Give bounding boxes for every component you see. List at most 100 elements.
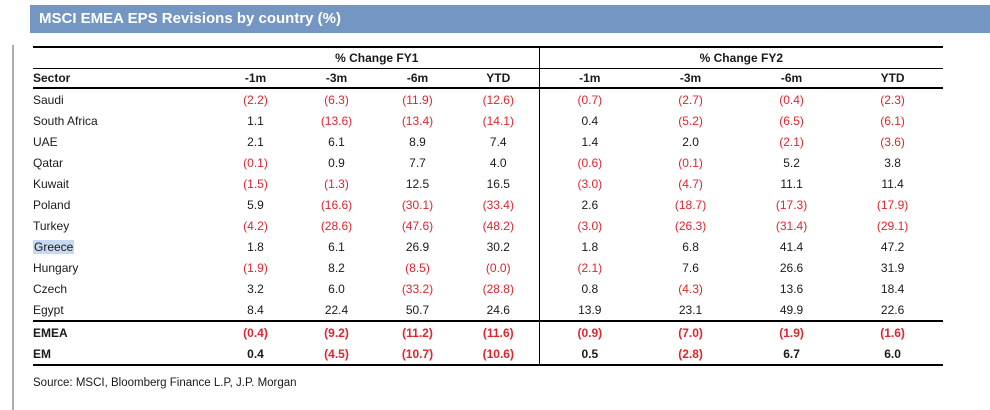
value-cell: 8.9: [409, 134, 426, 149]
value-cell: (0.4): [215, 320, 296, 343]
group-header-row: % Change FY1 % Change FY2: [33, 47, 944, 69]
value-cell: (12.6): [482, 92, 514, 107]
value-cell: (4.2): [243, 218, 268, 233]
value-cell: (0.7): [538, 88, 641, 110]
value-cell: (0.1): [678, 155, 703, 170]
value-cell: 7.7: [409, 155, 426, 170]
value-cell: (28.6): [320, 218, 353, 233]
value-cell: 0.9: [328, 155, 345, 170]
value-cell: 7.6: [682, 260, 699, 275]
value-cell: 23.1: [678, 302, 703, 317]
sector-cell: Hungary: [33, 260, 79, 275]
value-cell: 1.1: [247, 113, 264, 128]
value-cell: 16.5: [486, 176, 510, 191]
value-cell: (2.1): [779, 134, 804, 149]
value-cell: (26.3): [674, 218, 707, 233]
value-cell: 0.5: [538, 343, 641, 366]
value-cell: (1.3): [324, 176, 349, 191]
value-cell: 50.7: [405, 302, 430, 317]
value-cell: (11.2): [377, 320, 458, 343]
value-cell: 1.4: [538, 131, 641, 152]
column-header-fy2-6m: -6m: [741, 68, 843, 89]
value-cell: (0.1): [243, 155, 268, 170]
column-header-fy2-1m: -1m: [538, 68, 641, 89]
value-cell: 18.4: [880, 281, 905, 296]
value-cell: (2.2): [243, 92, 268, 107]
table-row-egypt: Egypt 8.4 22.4 50.7 24.6 13.9 23.1 49.9 22.6: [33, 299, 943, 321]
value-cell: 26.6: [779, 260, 804, 275]
value-cell: 11.4: [881, 176, 904, 191]
value-cell: 8.4: [247, 302, 264, 317]
column-header-fy2-3m: -3m: [640, 68, 742, 89]
sector-cell: EMEA: [33, 320, 215, 343]
page-title: MSCI EMEA EPS Revisions by country (%): [30, 5, 990, 33]
column-header-fy1-ytd: YTD: [458, 68, 540, 89]
value-cell: (28.8): [482, 281, 514, 296]
value-cell: 13.9: [538, 299, 641, 321]
value-cell: (0.0): [485, 260, 511, 275]
group-header-spacer: [33, 47, 215, 69]
column-header-row: Sector -1m -3m -6m YTD -1m -3m -6m YTD: [33, 68, 944, 89]
value-cell: (1.6): [842, 320, 944, 343]
value-cell: (6.5): [779, 113, 804, 128]
value-cell: (0.6): [538, 152, 641, 173]
value-cell: (10.6): [458, 343, 540, 366]
value-cell: 8.2: [328, 260, 345, 275]
column-header-fy1-3m: -3m: [296, 68, 377, 89]
sector-cell: Kuwait: [33, 176, 70, 191]
value-cell: 4.0: [489, 155, 507, 170]
value-cell: 3.2: [247, 281, 264, 296]
value-cell: (17.9): [876, 197, 909, 212]
value-cell: (9.2): [296, 320, 377, 343]
value-cell: (7.0): [640, 320, 742, 343]
value-cell: (1.5): [243, 176, 268, 191]
value-cell: (18.7): [674, 197, 707, 212]
table-row-uae: UAE 2.1 6.1 8.9 7.4 1.4 2.0 (2.1) (3.6): [33, 131, 943, 152]
total-row-emea: EMEA (0.4) (9.2) (11.2) (11.6) (0.9) (7.0) (1.9…: [33, 320, 944, 343]
value-cell: 1.8: [538, 236, 641, 257]
value-cell: 49.9: [779, 302, 804, 317]
value-cell: 12.5: [405, 176, 430, 191]
value-cell: (14.1): [482, 113, 514, 128]
value-cell: (48.2): [482, 218, 514, 233]
sector-cell: Greece: [33, 236, 215, 257]
left-margin-rule: [12, 45, 14, 410]
value-cell: 7.4: [489, 134, 507, 149]
value-cell: (11.9): [402, 92, 433, 107]
group-header-fy2: % Change FY2: [538, 47, 944, 69]
value-cell: (2.3): [880, 92, 905, 107]
column-header-sector: Sector: [33, 68, 215, 89]
value-cell: (31.4): [775, 218, 808, 233]
sector-cell: Saudi: [33, 92, 64, 107]
value-cell: 0.4: [215, 343, 296, 366]
value-cell: (6.3): [324, 92, 349, 107]
value-cell: 41.4: [779, 239, 804, 254]
value-cell: (16.6): [320, 197, 353, 212]
value-cell: 2.1: [247, 134, 264, 149]
sector-cell: EM: [33, 343, 215, 366]
sector-cell: Turkey: [33, 218, 70, 233]
value-cell: (11.6): [458, 320, 540, 343]
value-cell: (47.6): [401, 218, 434, 233]
value-cell: (30.1): [401, 197, 434, 212]
table-row-greece: Greece 1.8 6.1 26.9 30.2 1.8 6.8 41.4 47.2: [33, 236, 943, 257]
sector-cell: South Africa: [33, 113, 98, 128]
value-cell: 0.8: [538, 278, 641, 299]
value-cell: 6.1: [328, 134, 345, 149]
value-cell: 47.2: [880, 239, 905, 254]
value-cell: (13.4): [401, 113, 434, 128]
value-cell: 30.2: [486, 239, 510, 254]
sector-cell: Poland: [33, 197, 71, 212]
value-cell: (2.8): [640, 343, 742, 366]
value-cell: 13.6: [779, 281, 804, 296]
value-cell: 5.9: [247, 197, 264, 212]
sector-cell: Qatar: [33, 155, 64, 170]
sector-cell: UAE: [33, 134, 58, 149]
value-cell: (4.3): [678, 281, 703, 296]
value-cell: (2.1): [538, 257, 641, 278]
sector-cell: Czech: [33, 281, 68, 296]
value-cell: (3.0): [538, 173, 641, 194]
table-row-hungary: Hungary (1.9) 8.2 (8.5) (0.0) (2.1) 7.6 26.6 31.…: [33, 257, 943, 278]
value-cell: 6.1: [328, 239, 345, 254]
table-row-south-africa: South Africa 1.1 (13.6) (13.4) (14.1) 0.4 (5.2…: [33, 110, 943, 131]
